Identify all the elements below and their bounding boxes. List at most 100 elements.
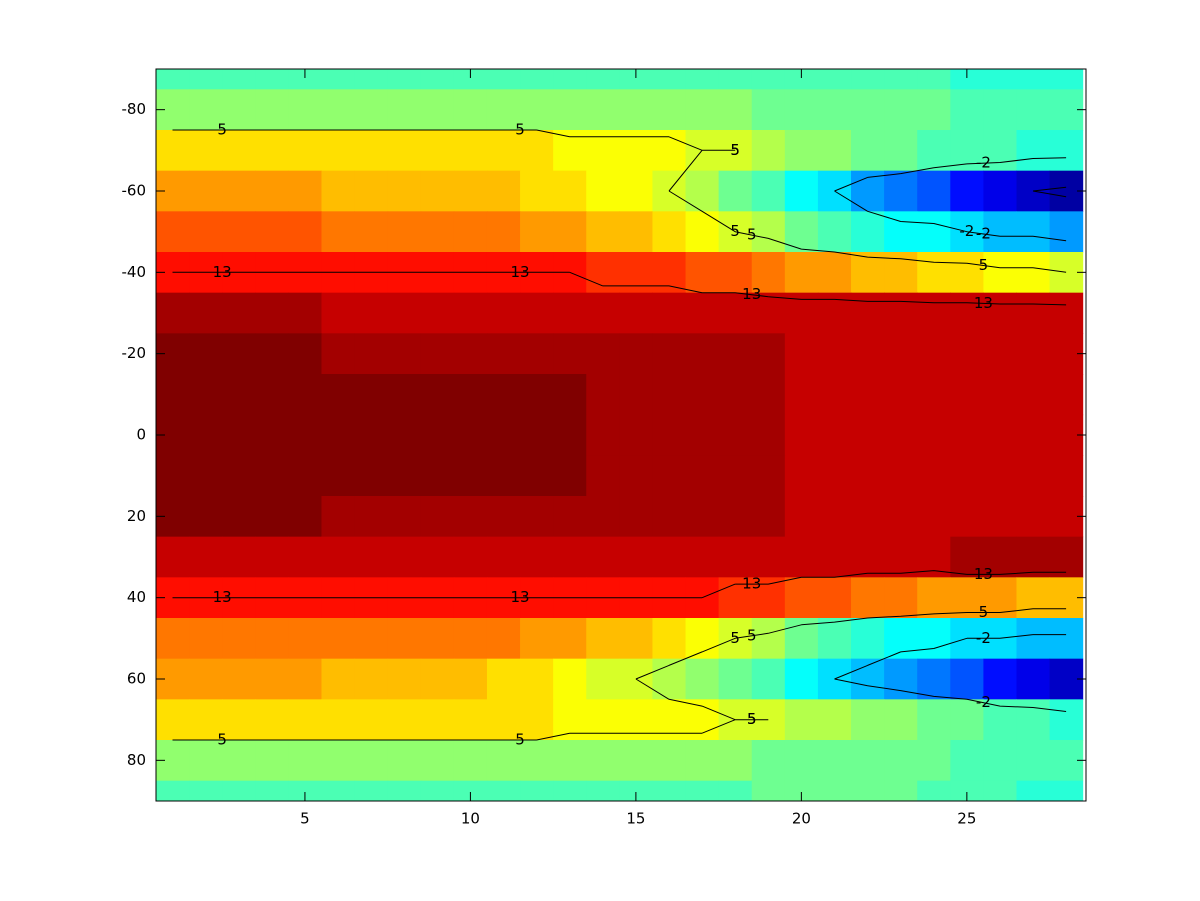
- heatmap-cell: [486, 699, 521, 741]
- heatmap-cell: [486, 414, 521, 456]
- heatmap-cell: [255, 536, 289, 578]
- heatmap-cell: [420, 699, 455, 741]
- heatmap-cell: [784, 414, 819, 456]
- heatmap-cell: [387, 740, 422, 782]
- heatmap-cell: [685, 211, 720, 253]
- heatmap-cell: [387, 699, 422, 741]
- heatmap-cell: [354, 374, 389, 416]
- heatmap-cell: [718, 740, 753, 782]
- contour-label: 13: [974, 565, 993, 583]
- heatmap-cell: [851, 780, 885, 801]
- heatmap-cell: [751, 292, 786, 334]
- heatmap-cell: [420, 414, 455, 456]
- heatmap-cell: [486, 496, 521, 538]
- heatmap-cell: [222, 130, 256, 172]
- heatmap-cell: [619, 455, 653, 497]
- heatmap-cell: [784, 211, 819, 253]
- heatmap-cell: [222, 89, 256, 131]
- heatmap-cell: [354, 455, 389, 497]
- heatmap-cell: [652, 211, 687, 253]
- heatmap-cell: [983, 496, 1017, 538]
- heatmap-cell: [718, 292, 753, 334]
- heatmap-cell: [1016, 69, 1051, 90]
- heatmap-cell: [950, 170, 984, 212]
- heatmap-cell: [553, 536, 587, 578]
- heatmap-cell: [288, 333, 322, 375]
- heatmap-cell: [1016, 89, 1051, 131]
- heatmap-cell: [917, 618, 951, 660]
- heatmap-cell: [453, 333, 488, 375]
- contour-label: 13: [742, 575, 761, 593]
- heatmap-cell: [784, 699, 819, 741]
- heatmap-cell: [784, 130, 819, 172]
- contour-label: 5: [730, 629, 740, 647]
- plot-frame: [155, 68, 1087, 802]
- heatmap-cell: [586, 496, 620, 538]
- heatmap-cell: [652, 455, 687, 497]
- heatmap-cell: [685, 618, 720, 660]
- heatmap-cell: [189, 780, 223, 801]
- heatmap-cell: [950, 740, 984, 782]
- heatmap-cell: [321, 170, 356, 212]
- contour-label: 5: [730, 141, 740, 159]
- heatmap-cell: [222, 780, 256, 801]
- heatmap-cell: [321, 536, 356, 578]
- heatmap-cell: [520, 414, 554, 456]
- heatmap-cell: [817, 69, 852, 90]
- heatmap-cell: [321, 496, 356, 538]
- heatmap-cell: [1016, 577, 1051, 619]
- heatmap-cell: [817, 536, 852, 578]
- heatmap-cell: [619, 130, 653, 172]
- heatmap-cell: [486, 89, 521, 131]
- heatmap-cell: [817, 211, 852, 253]
- heatmap-cell: [983, 252, 1017, 294]
- heatmap-cell: [255, 292, 289, 334]
- heatmap-cell: [751, 536, 786, 578]
- heatmap-cell: [420, 292, 455, 334]
- heatmap-cell: [387, 536, 422, 578]
- heatmap-cell: [884, 780, 918, 801]
- heatmap-cell: [983, 374, 1017, 416]
- heatmap-cell: [950, 333, 984, 375]
- heatmap-cell: [321, 374, 356, 416]
- heatmap-cell: [718, 780, 753, 801]
- heatmap-cell: [586, 618, 620, 660]
- heatmap-cell: [586, 130, 620, 172]
- heatmap-cell: [685, 170, 720, 212]
- heatmap-cell: [387, 130, 422, 172]
- heatmap-cell: [619, 374, 653, 416]
- contour-label: -2: [976, 154, 991, 172]
- heatmap-cell: [784, 536, 819, 578]
- heatmap-cell: [156, 292, 190, 334]
- heatmap-cell: [718, 374, 753, 416]
- heatmap-cell: [520, 618, 554, 660]
- heatmap-cell: [288, 130, 322, 172]
- heatmap-cell: [718, 89, 753, 131]
- heatmap-cell: [255, 455, 289, 497]
- heatmap-cell: [222, 292, 256, 334]
- heatmap-cell: [1016, 374, 1051, 416]
- heatmap-cell: [817, 130, 852, 172]
- heatmap-cell: [1016, 496, 1051, 538]
- heatmap-cell: [950, 658, 984, 700]
- heatmap-cell: [851, 89, 885, 131]
- heatmap-cell: [586, 69, 620, 90]
- x-tick-label: 25: [957, 810, 976, 828]
- heatmap-cell: [950, 496, 984, 538]
- heatmap-cell: [420, 780, 455, 801]
- y-tick-label: 60: [127, 670, 146, 688]
- heatmap-cell: [586, 170, 620, 212]
- heatmap-cell: [685, 699, 720, 741]
- heatmap-cell: [884, 699, 918, 741]
- y-tick-label: -80: [122, 100, 147, 118]
- heatmap-cell: [387, 211, 422, 253]
- heatmap-cell: [718, 252, 753, 294]
- heatmap-cell: [983, 536, 1017, 578]
- heatmap-cell: [520, 89, 554, 131]
- heatmap-cell: [321, 455, 356, 497]
- heatmap-cell: [851, 618, 885, 660]
- heatmap-cell: [983, 455, 1017, 497]
- heatmap-cell: [917, 211, 951, 253]
- heatmap-cell: [751, 780, 786, 801]
- x-tick-label: 5: [300, 810, 310, 828]
